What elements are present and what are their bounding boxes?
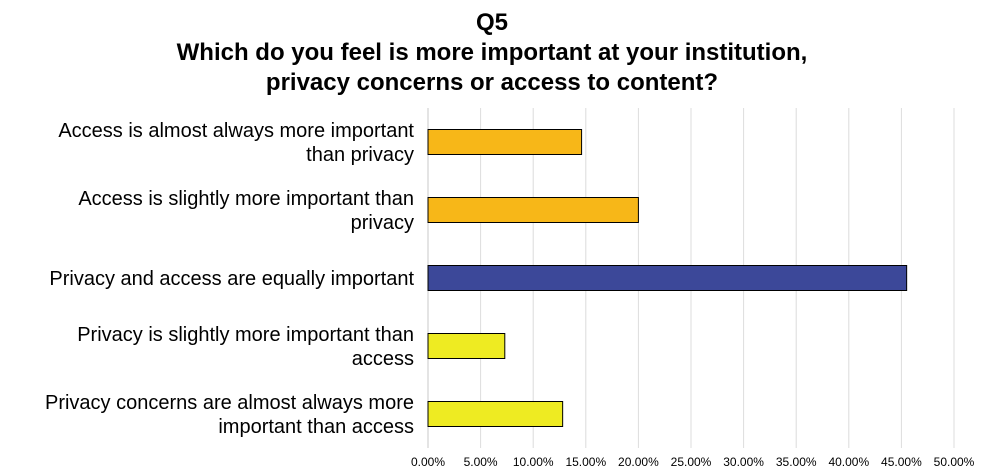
bar-1 — [427, 129, 583, 155]
x-tick-label: 0.00% — [411, 455, 445, 469]
x-tick-label: 20.00% — [618, 455, 659, 469]
category-label-1: Access is almost always more important th… — [58, 120, 414, 166]
x-tick-label: 35.00% — [776, 455, 817, 469]
x-tick-label: 25.00% — [671, 455, 712, 469]
category-label-line: important than access — [218, 416, 414, 438]
category-label-line: privacy — [351, 212, 414, 234]
category-label-2: Access is slightly more important than pr… — [78, 188, 414, 234]
x-tick-label: 45.00% — [881, 455, 922, 469]
x-tick-label: 30.00% — [723, 455, 764, 469]
chart-title: Q5 Which do you feel is more important a… — [0, 8, 984, 98]
category-label-line: Privacy and access are equally important — [49, 268, 414, 290]
category-label-line: access — [352, 348, 414, 370]
category-label-5: Privacy concerns are almost always more i… — [45, 392, 414, 438]
bar-3 — [427, 265, 908, 291]
category-label-line: Access is almost always more important — [58, 120, 414, 142]
chart-title-line-3: privacy concerns or access to content? — [265, 69, 719, 96]
category-label-line: Access is slightly more important than — [78, 188, 414, 210]
x-tick-label: 15.00% — [565, 455, 606, 469]
category-label-line: Privacy is slightly more important than — [77, 324, 414, 346]
x-tick-label: 40.00% — [828, 455, 869, 469]
category-label-line: Privacy concerns are almost always more — [45, 392, 414, 414]
x-tick-label: 5.00% — [464, 455, 498, 469]
category-label-3: Privacy and access are equally important — [49, 268, 414, 290]
bar-2 — [427, 197, 639, 223]
x-tick-label: 10.00% — [513, 455, 554, 469]
category-label-line: than privacy — [306, 144, 414, 166]
x-tick-label: 50.00% — [934, 455, 975, 469]
chart-title-line-1: Q5 — [475, 9, 508, 36]
bar-4 — [427, 333, 506, 359]
chart-title-line-2: Which do you feel is more important at y… — [176, 39, 808, 66]
category-label-4: Privacy is slightly more important than a… — [77, 324, 414, 370]
bar-5 — [427, 401, 564, 427]
